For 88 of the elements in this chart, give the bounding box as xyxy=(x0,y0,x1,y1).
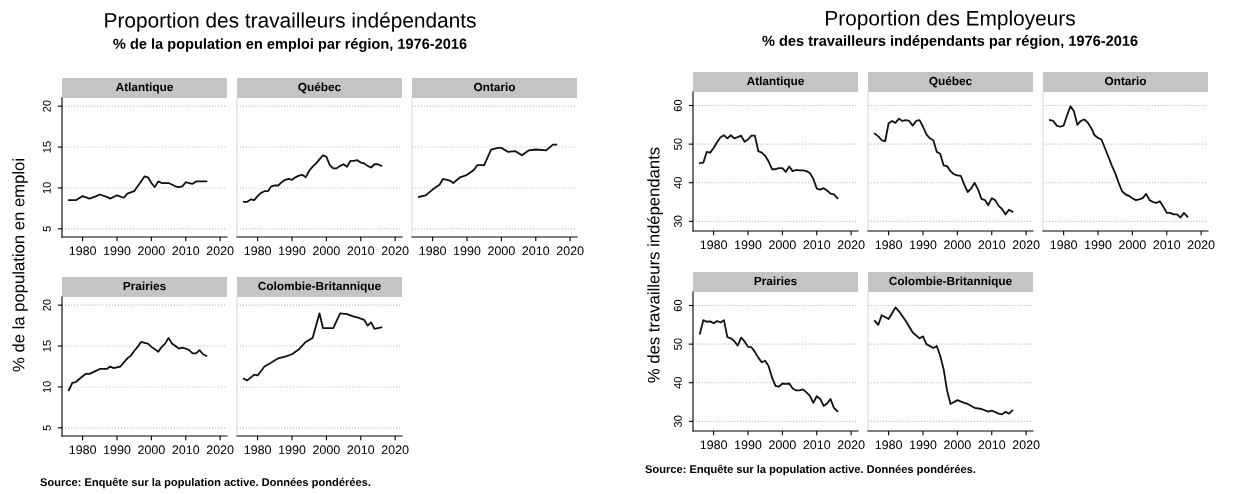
x-tick-label: 2000 xyxy=(944,440,971,450)
source-note: Source: Enquête sur la population active. Données pondérées. xyxy=(40,477,371,489)
x-tick-label: 2020 xyxy=(1012,440,1040,450)
chart-title: Colombie-Britannique xyxy=(258,281,381,293)
y-tick-label: 15 xyxy=(43,340,51,352)
y-tick-label: 20 xyxy=(42,100,51,112)
x-tick-label: 2000 xyxy=(313,445,340,455)
x-tick-label: 2010 xyxy=(978,440,1006,450)
x-tick-label: 2010 xyxy=(172,445,200,455)
x-tick-label: 2010 xyxy=(978,240,1006,250)
y-tick-label: 10 xyxy=(42,182,51,194)
x-tick-label: 2020 xyxy=(206,246,234,256)
x-tick-label: 2020 xyxy=(837,240,865,250)
x-tick-label: 2020 xyxy=(1187,240,1215,250)
x-tick-label: 1980 xyxy=(1050,240,1078,250)
y-tick-label: 40 xyxy=(673,376,682,389)
x-tick-label: 1980 xyxy=(875,240,903,250)
y-tick-label: 40 xyxy=(673,176,682,189)
source-note: Source: Enquête sur la population active. Données pondérées. xyxy=(645,464,976,476)
x-tick-label: 2020 xyxy=(381,246,409,256)
x-tick-label: 1980 xyxy=(700,240,728,250)
x-tick-label: 1980 xyxy=(700,440,728,450)
line-series xyxy=(698,134,839,200)
x-tick-label: 1980 xyxy=(69,445,97,455)
y-tick-label: 50 xyxy=(673,338,682,350)
x-tick-label: 1990 xyxy=(279,445,306,455)
chart-title: Prairies xyxy=(754,276,797,286)
x-tick-label: 2020 xyxy=(1012,240,1040,250)
x-tick-label: 2000 xyxy=(1119,240,1146,250)
chart-title: Québec xyxy=(929,76,972,88)
x-tick-label: 1990 xyxy=(910,440,937,450)
x-tick-label: 1990 xyxy=(279,246,306,256)
x-tick-label: 1980 xyxy=(69,246,97,256)
y-tick-label: 30 xyxy=(673,415,682,428)
line-series xyxy=(67,175,208,202)
y-tick-label: 5 xyxy=(43,425,51,431)
x-tick-label: 1980 xyxy=(875,440,903,450)
x-tick-label: 2000 xyxy=(313,246,340,256)
x-tick-label: 1990 xyxy=(454,246,481,256)
x-tick-label: 2000 xyxy=(138,246,165,256)
x-tick-label: 1990 xyxy=(735,240,762,250)
x-tick-label: 1990 xyxy=(735,440,762,450)
x-tick-label: 2010 xyxy=(803,440,831,450)
y-tick-label: 30 xyxy=(673,215,682,228)
x-tick-label: 1980 xyxy=(419,246,447,256)
x-tick-label: 2000 xyxy=(488,246,515,256)
text: % des travailleurs indépendants xyxy=(647,147,663,383)
x-tick-label: 1990 xyxy=(104,445,131,455)
x-tick-label: 2010 xyxy=(522,246,550,256)
chart-title: Ontario xyxy=(474,82,516,92)
y-tick-label: 20 xyxy=(42,299,51,311)
y-tick-label: 50 xyxy=(673,138,682,150)
x-tick-label: 1980 xyxy=(244,246,272,256)
x-tick-label: 2010 xyxy=(172,246,200,256)
text: % de la population en emploi xyxy=(12,159,28,372)
x-tick-label: 1990 xyxy=(104,246,131,256)
y-tick-label: 60 xyxy=(673,99,682,112)
text: Proportion des Employeurs xyxy=(826,10,1075,30)
chart-title: Prairies xyxy=(123,281,166,291)
chart-title: Atlantique xyxy=(746,76,804,88)
text: % de la population en emploi par région, 1976-2016 xyxy=(113,38,467,52)
x-tick-label: 2020 xyxy=(556,246,584,256)
x-tick-label: 2010 xyxy=(803,240,831,250)
x-tick-label: 1990 xyxy=(910,240,937,250)
x-tick-label: 2000 xyxy=(944,240,971,250)
chart-title: Colombie-Britannique xyxy=(889,276,1012,288)
x-tick-label: 1990 xyxy=(1085,240,1112,250)
line-series xyxy=(67,336,208,392)
x-tick-label: 2020 xyxy=(206,445,234,455)
text: Proportion des travailleurs indépendants xyxy=(105,12,476,32)
x-tick-label: 2010 xyxy=(347,445,375,455)
x-tick-label: 2000 xyxy=(138,445,165,455)
x-tick-label: 2020 xyxy=(381,445,409,455)
x-tick-label: 1980 xyxy=(244,445,272,455)
y-tick-label: 15 xyxy=(43,141,51,153)
chart-title: Québec xyxy=(298,82,341,94)
y-tick-label: 10 xyxy=(42,381,51,393)
x-tick-label: 2020 xyxy=(837,440,865,450)
line-series xyxy=(698,319,839,413)
chart-title: Ontario xyxy=(1105,76,1147,86)
x-tick-label: 2000 xyxy=(769,440,796,450)
y-tick-label: 5 xyxy=(43,226,51,232)
chart-title: Atlantique xyxy=(115,82,173,94)
x-tick-label: 2000 xyxy=(769,240,796,250)
text: % des travailleurs indépendants par région, 1976-2016 xyxy=(762,35,1138,49)
x-tick-label: 2010 xyxy=(1153,240,1181,250)
x-tick-label: 2010 xyxy=(347,246,375,256)
y-tick-label: 60 xyxy=(673,299,682,312)
